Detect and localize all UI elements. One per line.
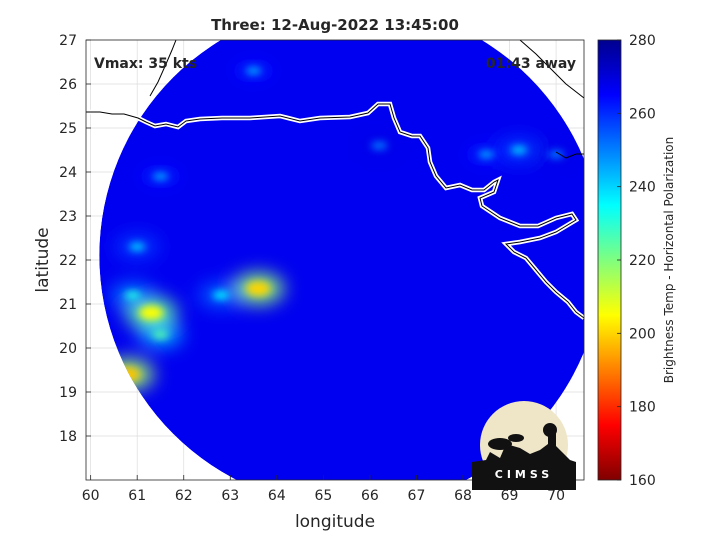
feature-core (510, 146, 527, 154)
feature-core (245, 66, 262, 75)
coastline (86, 40, 584, 320)
y-tick-label: 19 (59, 385, 77, 401)
x-tick-label: 64 (268, 488, 286, 504)
y-tick-label: 18 (59, 429, 77, 445)
x-tick-label: 65 (314, 488, 332, 504)
y-tick-label: 24 (59, 165, 77, 181)
x-tick-label: 66 (361, 488, 379, 504)
x-tick-label: 70 (547, 488, 565, 504)
feature-core (152, 172, 169, 181)
x-axis-ticks: 60 61 62 63 64 65 66 67 68 69 70 (82, 475, 565, 504)
x-tick-label: 69 (501, 488, 519, 504)
feature-core (212, 291, 229, 300)
colorbar-ticks: 160 180 200 220 240 260 280 (617, 33, 656, 489)
x-tick-label: 63 (221, 488, 239, 504)
feature-core (152, 330, 169, 339)
y-axis-label: latitude (33, 227, 53, 292)
colorbar-tick-label: 180 (629, 400, 656, 416)
vmax-annotation: Vmax: 35 kts (94, 56, 197, 72)
y-tick-label: 25 (59, 121, 77, 137)
feature-core (246, 281, 271, 296)
cimss-logo: CIMSS (472, 401, 576, 490)
colorbar-tick-label: 240 (629, 180, 656, 196)
feature-core (139, 305, 164, 320)
x-tick-label: 60 (82, 488, 100, 504)
colorbar-tick-label: 220 (629, 253, 656, 269)
y-tick-label: 22 (59, 253, 77, 269)
feature-core (124, 291, 141, 300)
colorbar-tick-label: 160 (629, 473, 656, 489)
y-tick-label: 23 (59, 209, 77, 225)
y-tick-label: 20 (59, 341, 77, 357)
x-tick-label: 67 (408, 488, 426, 504)
x-tick-label: 62 (175, 488, 193, 504)
colorbar-tick-label: 200 (629, 326, 656, 342)
logo-text: CIMSS (495, 468, 553, 481)
y-tick-label: 27 (59, 33, 77, 49)
colorbar-tick-label: 280 (629, 33, 656, 49)
brightness-temperature-swath (99, 40, 584, 480)
feature-core (371, 141, 388, 150)
colorbar-tick-label: 260 (629, 106, 656, 122)
x-tick-label: 68 (454, 488, 472, 504)
x-tick-label: 61 (128, 488, 146, 504)
colorbar-label: Brightness Temp - Horizontal Polarizatio… (662, 137, 676, 384)
y-axis-ticks: 18 19 20 21 22 23 24 25 26 27 (59, 33, 91, 445)
y-tick-label: 26 (59, 77, 77, 93)
feature-core (548, 150, 565, 159)
feature-core (129, 242, 146, 251)
feature-core (478, 150, 495, 159)
chart-title: Three: 12-Aug-2022 13:45:00 (211, 16, 459, 34)
y-tick-label: 21 (59, 297, 77, 313)
x-axis-label: longitude (295, 512, 375, 532)
time-away-annotation: 01:43 away (486, 56, 576, 72)
